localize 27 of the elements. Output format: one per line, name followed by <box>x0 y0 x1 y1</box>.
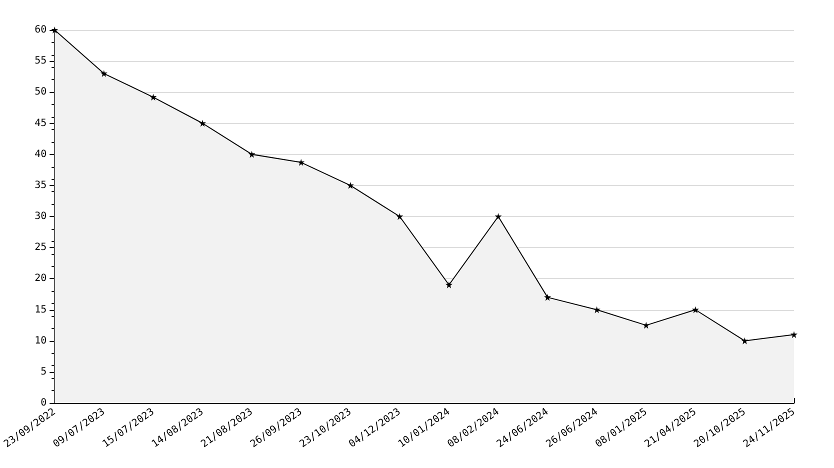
y-tick-label: 0 <box>40 398 47 408</box>
point <box>692 306 699 314</box>
y-tick-label: 35 <box>34 180 47 191</box>
y-tick-label: 55 <box>34 56 47 67</box>
point <box>642 322 650 329</box>
y-tick-label: 25 <box>34 242 47 254</box>
y-tick-label: 5 <box>40 366 47 378</box>
point <box>396 213 404 220</box>
y-tick-label: 15 <box>34 304 47 316</box>
point <box>248 150 256 158</box>
y-tick-label: 30 <box>34 211 47 222</box>
y-tick-label: 10 <box>34 335 47 346</box>
y-tick-label: 50 <box>34 86 47 98</box>
point <box>445 281 452 288</box>
y-tick-label: 20 <box>34 273 47 284</box>
point <box>741 337 748 344</box>
point <box>100 70 108 78</box>
y-tick-label: 45 <box>34 118 47 129</box>
point <box>790 331 798 338</box>
y-tick-label: 40 <box>34 148 47 160</box>
y-tick-label: 60 <box>34 24 47 36</box>
point <box>150 94 157 101</box>
point <box>199 120 206 127</box>
point <box>346 182 354 189</box>
point <box>494 213 502 220</box>
point <box>593 306 600 314</box>
point <box>298 158 305 166</box>
